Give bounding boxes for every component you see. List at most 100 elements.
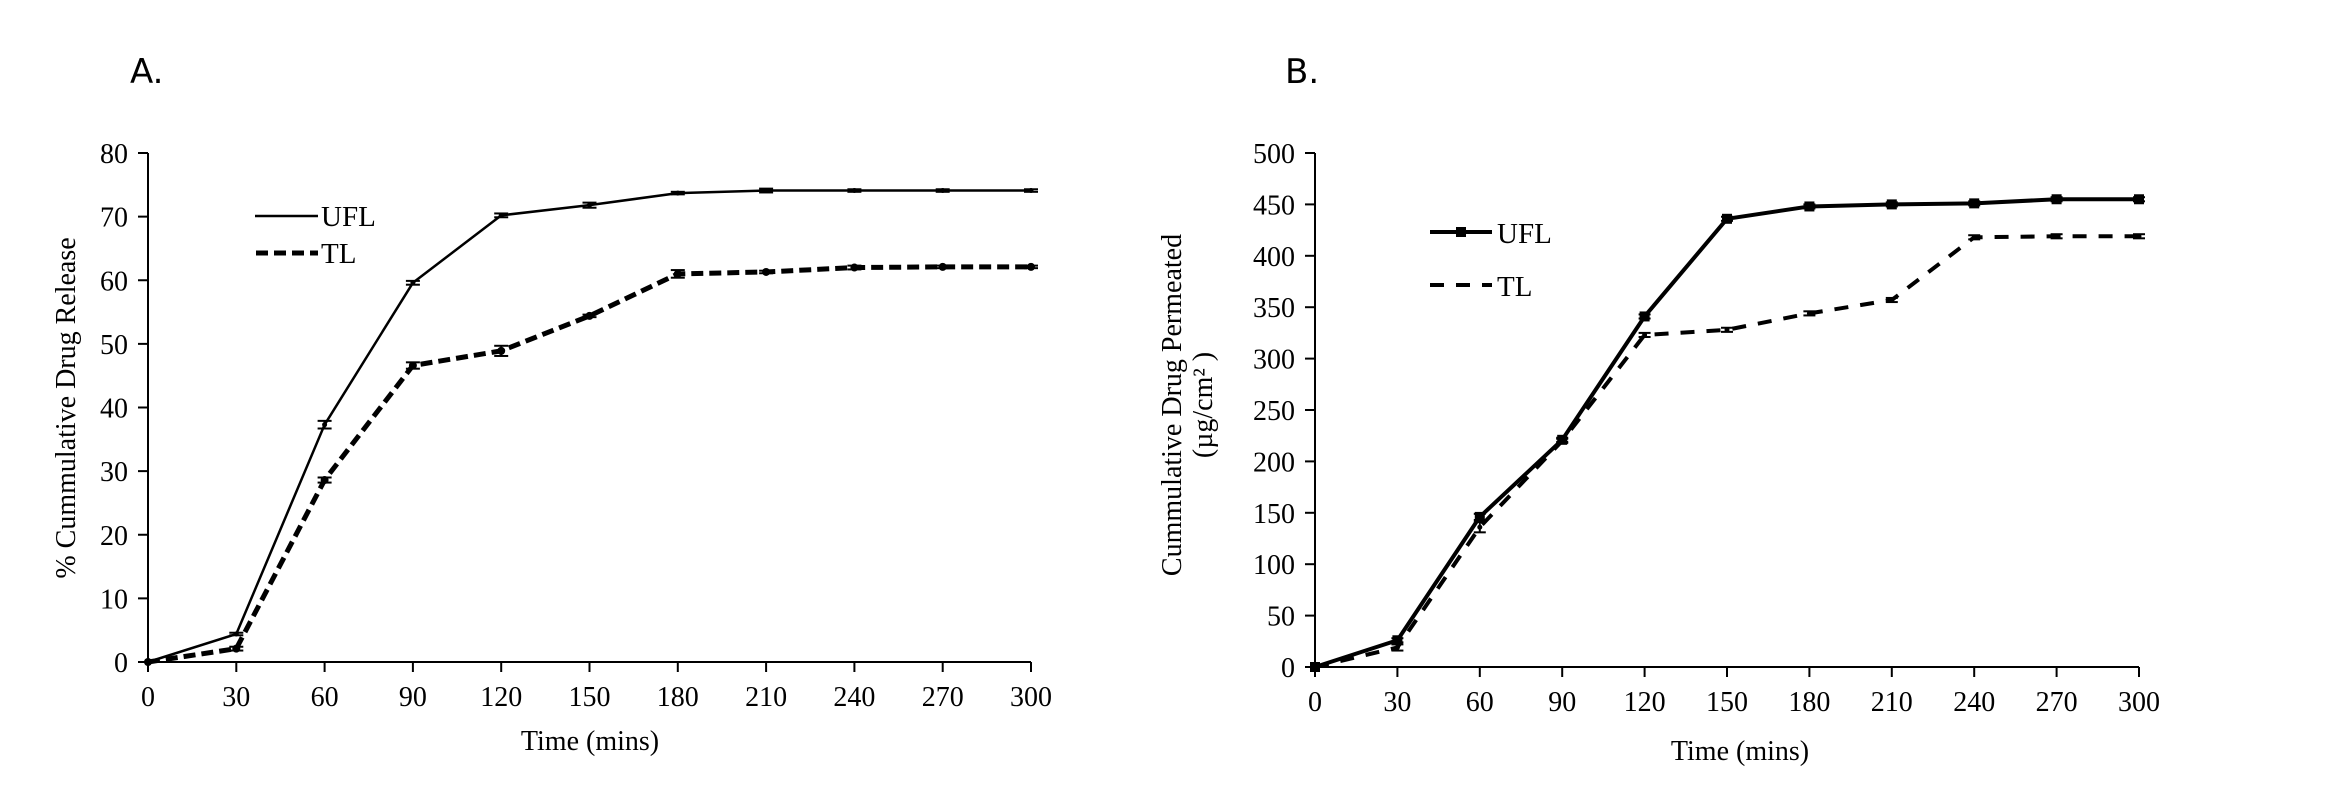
data-point [673,269,682,278]
panel-a-x-axis-title: Time (mins) [521,726,659,757]
data-point [675,190,681,196]
series-line-ufl [147,189,1031,664]
y-tick-label: 500 [1253,139,1295,170]
x-tick-label: 90 [399,682,427,713]
panel-a-legend-ufl-label: UFL [321,201,376,233]
panel-a-x-tick-labels: 0 30 60 90 120 150 180 210 240 270 300 [141,682,1052,713]
data-point [1889,297,1895,303]
y-tick-label: 300 [1253,345,1295,376]
data-point [2054,233,2060,239]
series-line-tl [147,264,1031,665]
data-point [1394,644,1400,650]
x-tick-label: 150 [569,682,611,713]
x-tick-label: 270 [2036,687,2078,718]
y-tick-label: 70 [100,203,128,234]
x-tick-label: 120 [1624,687,1666,718]
data-point [1392,635,1403,646]
data-point [1886,199,1897,210]
series-tl [1312,233,2145,670]
data-point [1971,234,1977,240]
panel-a-series [144,187,1038,666]
x-tick-label: 0 [1308,687,1322,718]
data-point [1639,311,1650,322]
y-tick-label: 30 [100,457,128,488]
data-point [1969,198,1980,209]
x-tick-label: 180 [657,682,699,713]
data-point [940,188,946,194]
data-point [322,422,328,428]
x-tick-label: 0 [141,682,155,713]
panel-b-x-axis-title: Time (mins) [1671,736,1809,767]
panel-b-y-axis-unit: (µg/cm² ) [1188,352,1219,458]
x-tick-label: 270 [922,682,964,713]
y-tick-label: 150 [1253,499,1295,530]
data-point [320,476,329,485]
y-tick-label: 20 [100,521,128,552]
data-point [2136,233,2142,239]
data-point [851,188,857,194]
data-point [144,658,152,666]
y-tick-label: 100 [1253,550,1295,581]
panel-a-label: A. [130,52,163,92]
data-point [1474,511,1485,522]
panel-a-axes [138,152,1032,672]
x-tick-label: 60 [1466,687,1494,718]
panel-a-y-axis-title: % Cummulative Drug Release [51,237,82,578]
y-tick-label: 40 [100,394,128,425]
y-tick-label: 350 [1253,293,1295,324]
panel-a: A. 0 30 60 90 120 150 180 210 240 270 300 0 10 20 30 4… [51,52,1052,757]
x-tick-label: 210 [1871,687,1913,718]
x-tick-label: 240 [833,682,875,713]
panel-b-series [1310,194,2145,672]
panel-b-x-tick-labels: 0 30 60 90 120 150 180 210 240 270 300 [1308,687,2160,718]
x-tick-label: 90 [1548,687,1576,718]
data-point [410,280,416,286]
y-tick-label: 200 [1253,447,1295,478]
panel-a-legend: UFL TL [255,201,376,270]
series-ufl [145,187,1038,665]
series-ufl [1310,194,2145,672]
panel-b-label: B. [1285,52,1319,92]
data-point [233,631,239,637]
y-tick-label: 250 [1253,396,1295,427]
panel-b-legend-ufl-marker [1456,227,1466,237]
data-point [1312,664,1318,670]
y-tick-label: 400 [1253,242,1295,273]
panel-b-y-tick-labels: 0 50 100 150 200 250 300 350 400 450 500 [1253,139,1295,684]
x-tick-label: 210 [745,682,787,713]
data-point [2134,194,2144,205]
data-point [850,263,859,272]
x-tick-label: 150 [1706,687,1748,718]
y-tick-label: 0 [114,648,128,679]
data-point [408,361,417,370]
data-point [587,202,592,208]
data-point [498,212,504,218]
data-point [585,311,594,320]
data-point [1724,327,1730,333]
panel-b-y-axis-title: Cummulative Drug Permeated [1157,234,1188,576]
y-tick-label: 50 [100,330,128,361]
data-point [497,346,506,355]
data-point [763,188,769,194]
x-tick-label: 240 [1953,687,1995,718]
y-tick-label: 450 [1253,190,1295,221]
panel-b: B. 0 30 60 90 120 150 180 210 240 270 300 0 50 100 15… [1157,52,2160,767]
data-point [1804,201,1815,212]
data-point [1477,524,1483,530]
panel-a-y-tick-labels: 0 10 20 30 40 50 60 70 80 [100,139,128,679]
data-point [1642,332,1648,338]
y-tick-label: 0 [1281,653,1295,684]
y-tick-label: 50 [1267,602,1295,633]
panel-b-legend-tl-label: TL [1497,271,1532,303]
x-tick-label: 30 [1383,687,1411,718]
x-tick-label: 120 [480,682,522,713]
series-tl [144,262,1038,666]
x-tick-label: 180 [1788,687,1830,718]
panel-b-legend: UFL TL [1430,218,1552,303]
y-tick-label: 10 [100,584,128,615]
data-point [2051,194,2062,205]
x-tick-label: 300 [1010,682,1052,713]
x-tick-label: 60 [311,682,339,713]
data-point [232,644,241,653]
